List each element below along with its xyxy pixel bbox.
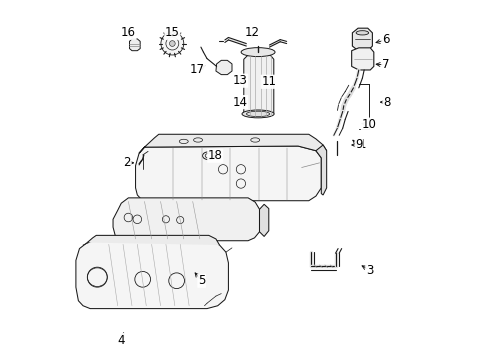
Text: 15: 15 (164, 26, 180, 39)
Text: 13: 13 (232, 74, 247, 87)
Text: 4: 4 (117, 333, 125, 347)
Polygon shape (139, 134, 326, 153)
Ellipse shape (242, 110, 274, 118)
Polygon shape (315, 145, 326, 195)
Text: 2: 2 (123, 156, 131, 169)
Polygon shape (352, 28, 372, 51)
Circle shape (161, 32, 183, 55)
Text: 12: 12 (244, 26, 259, 39)
Text: 7: 7 (381, 58, 388, 72)
Polygon shape (259, 204, 268, 237)
Polygon shape (244, 55, 273, 116)
Ellipse shape (241, 48, 274, 57)
Text: 5: 5 (198, 274, 205, 287)
Polygon shape (76, 240, 228, 309)
Polygon shape (216, 60, 231, 75)
Polygon shape (87, 235, 219, 245)
Circle shape (169, 41, 175, 46)
Ellipse shape (202, 152, 215, 159)
Polygon shape (135, 146, 321, 201)
Polygon shape (113, 198, 259, 241)
Text: 14: 14 (232, 96, 247, 109)
Text: 9: 9 (354, 139, 362, 152)
Text: 1: 1 (358, 139, 366, 152)
Text: 3: 3 (365, 264, 372, 276)
Ellipse shape (355, 31, 368, 35)
Text: 8: 8 (382, 96, 389, 109)
Text: 6: 6 (381, 33, 388, 46)
Polygon shape (129, 39, 140, 51)
Text: 18: 18 (207, 149, 222, 162)
Polygon shape (351, 48, 373, 70)
Text: 10: 10 (361, 118, 375, 131)
Text: 16: 16 (121, 26, 136, 39)
Text: 17: 17 (189, 63, 204, 76)
Text: 11: 11 (261, 75, 276, 88)
